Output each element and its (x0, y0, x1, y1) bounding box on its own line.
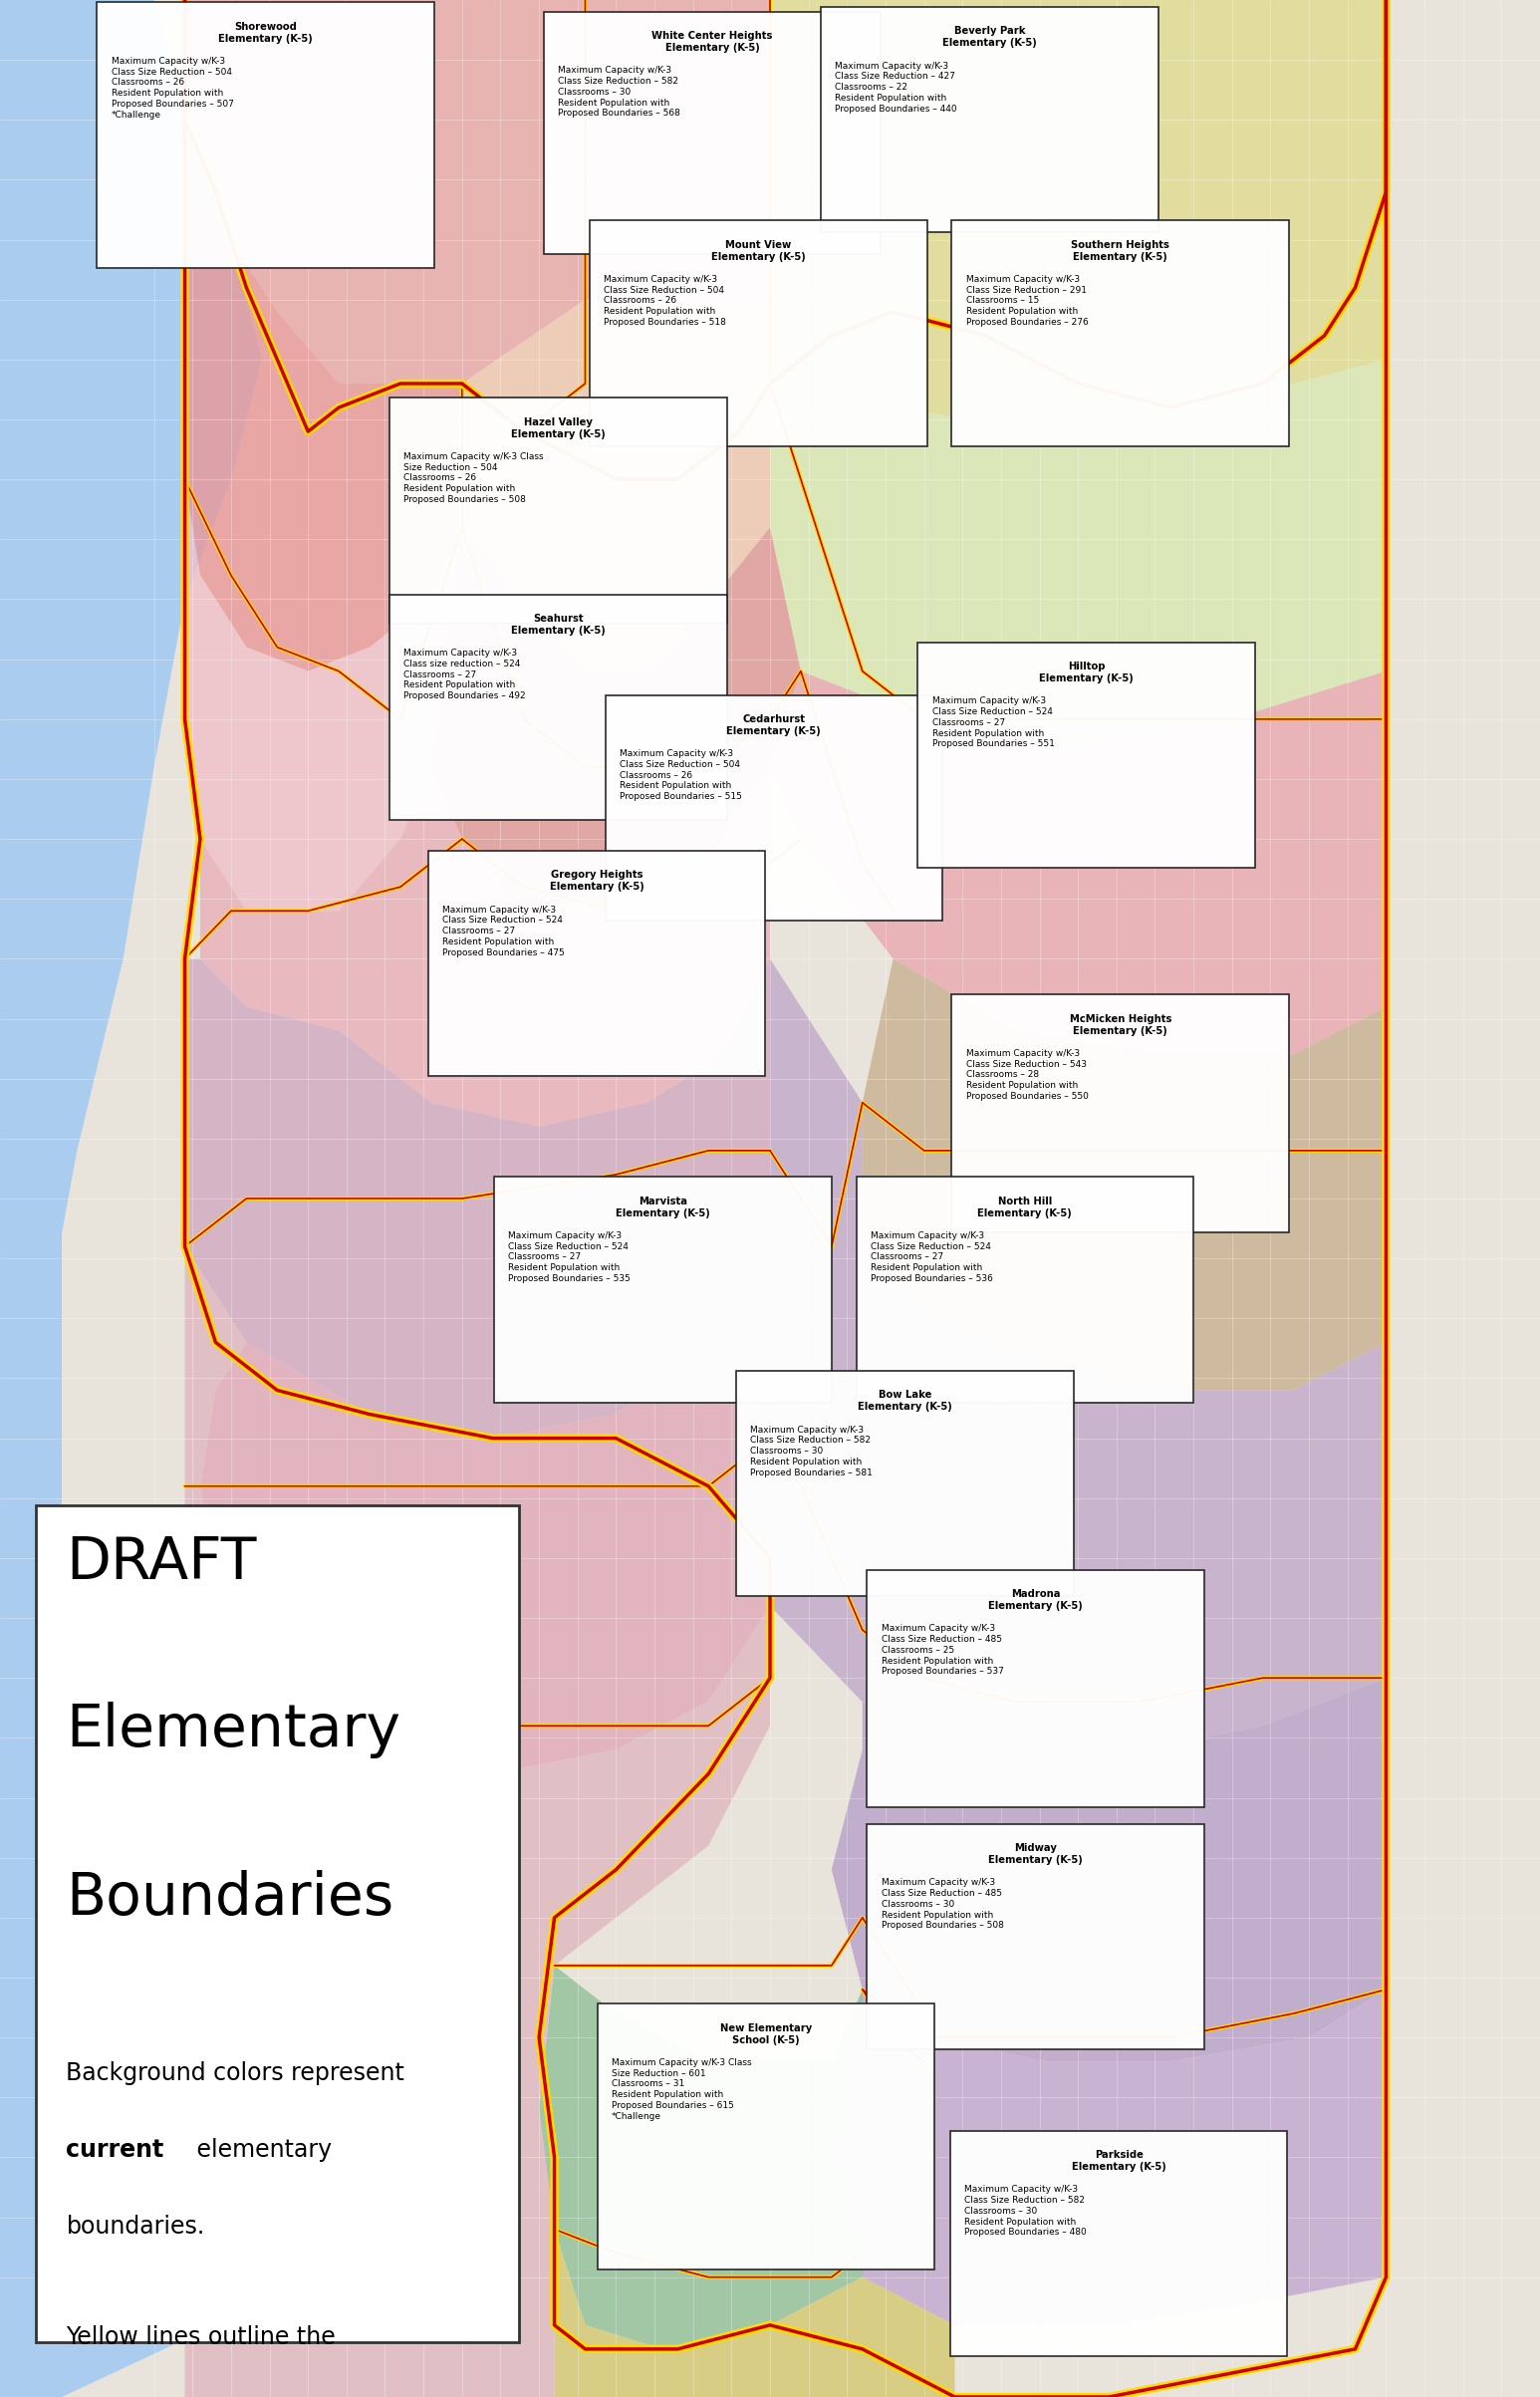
Text: Southern Heights
Elementary (K-5): Southern Heights Elementary (K-5) (1072, 240, 1169, 261)
Polygon shape (862, 959, 1386, 1390)
Polygon shape (770, 0, 1386, 431)
Text: Maximum Capacity w/K-3
Class Size Reduction – 504
Classrooms – 26
Resident Popul: Maximum Capacity w/K-3 Class Size Reduct… (619, 750, 742, 801)
Polygon shape (554, 2229, 955, 2397)
Text: Madrona
Elementary (K-5): Madrona Elementary (K-5) (989, 1589, 1083, 1611)
Text: Yellow lines outline the: Yellow lines outline the (66, 2325, 336, 2349)
FancyBboxPatch shape (35, 1505, 519, 2342)
Text: Seahurst
Elementary (K-5): Seahurst Elementary (K-5) (511, 614, 605, 635)
Text: current: current (66, 2138, 165, 2162)
Text: Maximum Capacity w/K-3
Class Size Reduction – 504
Classrooms – 26
Resident Popul: Maximum Capacity w/K-3 Class Size Reduct… (604, 276, 727, 326)
FancyBboxPatch shape (736, 1371, 1073, 1596)
Text: elementary: elementary (189, 2138, 333, 2162)
Polygon shape (770, 300, 1386, 743)
Polygon shape (431, 527, 801, 911)
Text: Maximum Capacity w/K-3
Class size reduction – 524
Classrooms – 27
Resident Popul: Maximum Capacity w/K-3 Class size reduct… (403, 650, 527, 700)
Text: Maximum Capacity w/K-3
Class Size Reduction – 427
Classrooms – 22
Resident Popul: Maximum Capacity w/K-3 Class Size Reduct… (835, 62, 958, 113)
Text: Maximum Capacity w/K-3
Class Size Reduction – 291
Classrooms – 15
Resident Popul: Maximum Capacity w/K-3 Class Size Reduct… (966, 276, 1089, 326)
Text: Maximum Capacity w/K-3
Class Size Reduction – 524
Classrooms – 27
Resident Popul: Maximum Capacity w/K-3 Class Size Reduct… (932, 698, 1055, 748)
Polygon shape (770, 959, 1386, 1750)
Text: Maximum Capacity w/K-3
Class Size Reduction – 543
Classrooms – 28
Resident Popul: Maximum Capacity w/K-3 Class Size Reduct… (966, 1050, 1089, 1100)
Text: Maximum Capacity w/K-3 Class
Size Reduction – 601
Classrooms – 31
Resident Popul: Maximum Capacity w/K-3 Class Size Reduct… (611, 2059, 752, 2121)
Polygon shape (185, 959, 770, 1438)
FancyBboxPatch shape (428, 851, 765, 1076)
Polygon shape (462, 300, 770, 671)
Text: Parkside
Elementary (K-5): Parkside Elementary (K-5) (1072, 2150, 1166, 2172)
Text: Maximum Capacity w/K-3
Class Size Reduction – 524
Classrooms – 27
Resident Popul: Maximum Capacity w/K-3 Class Size Reduct… (508, 1232, 631, 1282)
Polygon shape (0, 0, 262, 2397)
FancyBboxPatch shape (918, 642, 1255, 868)
FancyBboxPatch shape (390, 594, 727, 820)
Text: Boundaries: Boundaries (66, 1870, 394, 1927)
FancyBboxPatch shape (390, 398, 727, 623)
FancyBboxPatch shape (950, 2131, 1287, 2356)
Polygon shape (185, 192, 462, 671)
Text: Shorewood
Elementary (K-5): Shorewood Elementary (K-5) (219, 22, 313, 43)
Text: McMicken Heights
Elementary (K-5): McMicken Heights Elementary (K-5) (1069, 1014, 1172, 1036)
FancyBboxPatch shape (605, 695, 942, 920)
Text: Maximum Capacity w/K-3
Class Size Reduction – 582
Classrooms – 30
Resident Popul: Maximum Capacity w/K-3 Class Size Reduct… (557, 67, 681, 117)
Text: boundaries.: boundaries. (66, 2215, 205, 2239)
Text: Beverly Park
Elementary (K-5): Beverly Park Elementary (K-5) (942, 26, 1036, 48)
Text: Midway
Elementary (K-5): Midway Elementary (K-5) (989, 1843, 1083, 1865)
FancyBboxPatch shape (952, 221, 1289, 446)
Polygon shape (832, 1990, 1386, 2325)
Text: Gregory Heights
Elementary (K-5): Gregory Heights Elementary (K-5) (550, 870, 644, 892)
Text: North Hill
Elementary (K-5): North Hill Elementary (K-5) (978, 1196, 1072, 1218)
Text: Maximum Capacity w/K-3
Class Size Reduction – 524
Classrooms – 27
Resident Popul: Maximum Capacity w/K-3 Class Size Reduct… (442, 906, 565, 956)
Polygon shape (770, 671, 1386, 1055)
Polygon shape (539, 1966, 862, 2349)
Text: New Elementary
School (K-5): New Elementary School (K-5) (721, 2023, 812, 2045)
FancyBboxPatch shape (821, 7, 1158, 233)
FancyBboxPatch shape (952, 995, 1289, 1232)
Text: Marvista
Elementary (K-5): Marvista Elementary (K-5) (616, 1196, 710, 1218)
Polygon shape (185, 479, 462, 911)
Text: Maximum Capacity w/K-3
Class Size Reduction – 582
Classrooms – 30
Resident Popul: Maximum Capacity w/K-3 Class Size Reduct… (750, 1426, 873, 1477)
Text: Hilltop
Elementary (K-5): Hilltop Elementary (K-5) (1040, 662, 1133, 683)
Text: Mount View
Elementary (K-5): Mount View Elementary (K-5) (711, 240, 805, 261)
Polygon shape (185, 1246, 770, 2397)
Text: Maximum Capacity w/K-3
Class Size Reduction – 504
Classrooms – 26
Resident Popul: Maximum Capacity w/K-3 Class Size Reduct… (111, 58, 234, 120)
Text: Maximum Capacity w/K-3
Class Size Reduction – 485
Classrooms – 25
Resident Popul: Maximum Capacity w/K-3 Class Size Reduct… (881, 1625, 1004, 1676)
Polygon shape (200, 767, 770, 1127)
Text: Maximum Capacity w/K-3
Class Size Reduction – 582
Classrooms – 30
Resident Popul: Maximum Capacity w/K-3 Class Size Reduct… (964, 2186, 1087, 2236)
Polygon shape (832, 1678, 1386, 2061)
Text: Cedarhurst
Elementary (K-5): Cedarhurst Elementary (K-5) (727, 714, 821, 736)
FancyBboxPatch shape (598, 2004, 935, 2270)
FancyBboxPatch shape (544, 12, 881, 254)
Polygon shape (200, 1246, 770, 1774)
Text: Elementary: Elementary (66, 1702, 400, 1759)
FancyBboxPatch shape (856, 1177, 1194, 1402)
Text: DRAFT: DRAFT (66, 1534, 257, 1592)
FancyBboxPatch shape (590, 221, 927, 446)
Text: Maximum Capacity w/K-3
Class Size Reduction – 524
Classrooms – 27
Resident Popul: Maximum Capacity w/K-3 Class Size Reduct… (870, 1232, 993, 1282)
Polygon shape (185, 0, 770, 384)
Text: Hazel Valley
Elementary (K-5): Hazel Valley Elementary (K-5) (511, 417, 605, 439)
FancyBboxPatch shape (97, 2, 434, 268)
Text: White Center Heights
Elementary (K-5): White Center Heights Elementary (K-5) (651, 31, 773, 53)
Text: Maximum Capacity w/K-3
Class Size Reduction – 485
Classrooms – 30
Resident Popul: Maximum Capacity w/K-3 Class Size Reduct… (881, 1879, 1004, 1930)
FancyBboxPatch shape (867, 1570, 1204, 1807)
Text: Bow Lake
Elementary (K-5): Bow Lake Elementary (K-5) (858, 1390, 952, 1412)
Text: Background colors represent: Background colors represent (66, 2061, 405, 2085)
FancyBboxPatch shape (494, 1177, 832, 1402)
FancyBboxPatch shape (867, 1824, 1204, 2049)
Text: Maximum Capacity w/K-3 Class
Size Reduction – 504
Classrooms – 26
Resident Popul: Maximum Capacity w/K-3 Class Size Reduct… (403, 453, 544, 503)
